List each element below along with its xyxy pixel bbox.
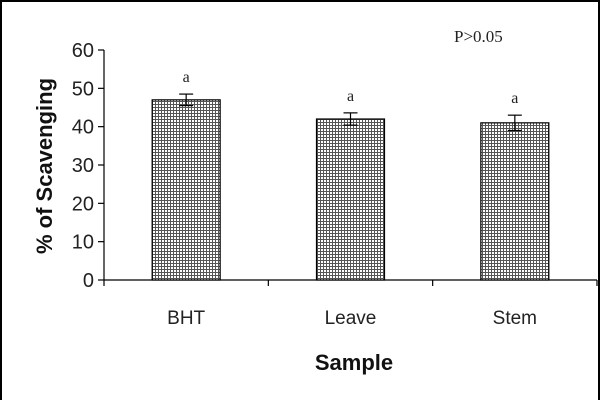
y-tick-label: 50: [72, 78, 94, 100]
x-axis-ticks: [103, 280, 598, 286]
y-tick-label: 10: [72, 232, 94, 254]
error-bars: [179, 93, 522, 132]
y-axis-ticks: 0 10 20 30 40 50 60: [72, 40, 104, 292]
y-tick-label: 60: [72, 40, 94, 62]
significance-letter: a: [347, 88, 354, 105]
y-axis-title: % of Scavenging: [32, 78, 57, 254]
category-label: Leave: [325, 308, 377, 329]
category-label: Stem: [493, 308, 537, 329]
bar: [480, 122, 550, 281]
bar: [151, 99, 221, 281]
y-tick-label: 40: [72, 117, 94, 139]
bars: [151, 99, 550, 281]
category-label: BHT: [167, 308, 205, 329]
x-axis-title: Sample: [315, 350, 393, 375]
y-tick-label: 30: [72, 155, 94, 177]
significance-letter: a: [511, 90, 518, 107]
significance-letter: a: [183, 69, 190, 86]
category-labels: BHT Leave Stem: [167, 308, 537, 329]
bar: [315, 118, 386, 281]
significance-labels: a a a: [183, 69, 519, 107]
y-tick-label: 20: [72, 193, 94, 215]
y-tick-label: 0: [83, 270, 94, 292]
p-value-annotation: P>0.05: [454, 27, 503, 46]
